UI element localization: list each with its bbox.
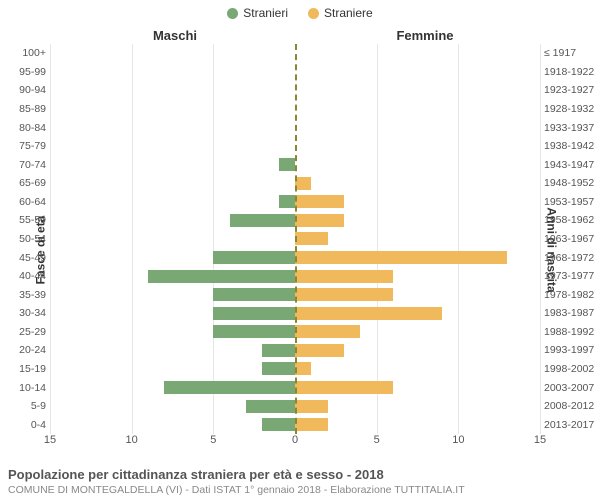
legend: Stranieri Straniere bbox=[0, 0, 600, 20]
bar-female bbox=[295, 307, 442, 320]
bar-female bbox=[295, 195, 344, 208]
chart-caption: Popolazione per cittadinanza straniera p… bbox=[8, 467, 592, 496]
age-label: 40-44 bbox=[19, 270, 50, 282]
bar-male bbox=[262, 418, 295, 431]
birth-year-label: 1973-1977 bbox=[540, 270, 594, 282]
age-label: 90-94 bbox=[19, 84, 50, 96]
age-label: 100+ bbox=[22, 47, 50, 59]
bar-male bbox=[213, 288, 295, 301]
bar-male bbox=[213, 307, 295, 320]
age-label: 65-69 bbox=[19, 177, 50, 189]
birth-year-label: 1918-1922 bbox=[540, 66, 594, 78]
bar-female bbox=[295, 288, 393, 301]
bar-male bbox=[230, 214, 295, 227]
bar-female bbox=[295, 418, 328, 431]
birth-year-label: 1978-1982 bbox=[540, 289, 594, 301]
legend-swatch-female bbox=[308, 8, 319, 19]
plot-area: 100+≤ 191795-991918-192290-941923-192785… bbox=[50, 44, 540, 434]
age-label: 30-34 bbox=[19, 307, 50, 319]
x-tick: 15 bbox=[534, 434, 546, 446]
birth-year-label: 1943-1947 bbox=[540, 159, 594, 171]
bar-female bbox=[295, 232, 328, 245]
bar-male bbox=[262, 344, 295, 357]
bar-female bbox=[295, 214, 344, 227]
age-label: 20-24 bbox=[19, 344, 50, 356]
birth-year-label: 1983-1987 bbox=[540, 307, 594, 319]
bar-male bbox=[279, 195, 295, 208]
age-label: 80-84 bbox=[19, 122, 50, 134]
birth-year-label: 1993-1997 bbox=[540, 344, 594, 356]
birth-year-label: 1968-1972 bbox=[540, 252, 594, 264]
x-tick: 10 bbox=[452, 434, 464, 446]
bar-female bbox=[295, 270, 393, 283]
x-tick: 15 bbox=[44, 434, 56, 446]
bar-male bbox=[279, 158, 295, 171]
caption-title: Popolazione per cittadinanza straniera p… bbox=[8, 467, 592, 482]
bar-female bbox=[295, 344, 344, 357]
age-label: 0-4 bbox=[31, 419, 50, 431]
caption-subtitle: COMUNE DI MONTEGALDELLA (VI) - Dati ISTA… bbox=[8, 484, 592, 496]
birth-year-label: 2013-2017 bbox=[540, 419, 594, 431]
legend-item-male: Stranieri bbox=[227, 6, 288, 20]
age-label: 85-89 bbox=[19, 103, 50, 115]
age-label: 70-74 bbox=[19, 159, 50, 171]
birth-year-label: 1923-1927 bbox=[540, 84, 594, 96]
age-label: 95-99 bbox=[19, 66, 50, 78]
bar-male bbox=[213, 325, 295, 338]
bar-male bbox=[213, 251, 295, 264]
population-pyramid-chart: Stranieri Straniere Maschi Femmine Fasce… bbox=[0, 0, 600, 500]
bar-male bbox=[148, 270, 295, 283]
age-label: 25-29 bbox=[19, 326, 50, 338]
x-tick: 10 bbox=[126, 434, 138, 446]
age-label: 75-79 bbox=[19, 140, 50, 152]
birth-year-label: 1938-1942 bbox=[540, 140, 594, 152]
x-tick: 5 bbox=[374, 434, 380, 446]
legend-label-male: Stranieri bbox=[243, 6, 288, 20]
column-headers: Maschi Femmine bbox=[0, 28, 600, 43]
birth-year-label: 1958-1962 bbox=[540, 214, 594, 226]
age-label: 60-64 bbox=[19, 196, 50, 208]
x-tick: 0 bbox=[292, 434, 298, 446]
header-female: Femmine bbox=[300, 28, 600, 43]
birth-year-label: 1933-1937 bbox=[540, 122, 594, 134]
bar-female bbox=[295, 400, 328, 413]
birth-year-label: ≤ 1917 bbox=[540, 47, 576, 59]
age-label: 45-49 bbox=[19, 252, 50, 264]
age-label: 50-54 bbox=[19, 233, 50, 245]
age-label: 15-19 bbox=[19, 363, 50, 375]
legend-label-female: Straniere bbox=[324, 6, 373, 20]
bar-female bbox=[295, 177, 311, 190]
bar-female bbox=[295, 325, 360, 338]
bar-male bbox=[262, 362, 295, 375]
x-tick: 5 bbox=[210, 434, 216, 446]
bar-female bbox=[295, 251, 507, 264]
center-axis-line bbox=[295, 44, 297, 434]
age-label: 55-59 bbox=[19, 214, 50, 226]
birth-year-label: 1998-2002 bbox=[540, 363, 594, 375]
age-label: 5-9 bbox=[31, 400, 50, 412]
birth-year-label: 2008-2012 bbox=[540, 400, 594, 412]
x-axis: 15105051015 bbox=[50, 434, 540, 450]
age-label: 35-39 bbox=[19, 289, 50, 301]
legend-item-female: Straniere bbox=[308, 6, 373, 20]
bar-male bbox=[164, 381, 295, 394]
birth-year-label: 1948-1952 bbox=[540, 177, 594, 189]
birth-year-label: 1963-1967 bbox=[540, 233, 594, 245]
age-label: 10-14 bbox=[19, 382, 50, 394]
bar-male bbox=[246, 400, 295, 413]
legend-swatch-male bbox=[227, 8, 238, 19]
birth-year-label: 1928-1932 bbox=[540, 103, 594, 115]
bar-female bbox=[295, 381, 393, 394]
header-male: Maschi bbox=[0, 28, 300, 43]
bar-female bbox=[295, 362, 311, 375]
birth-year-label: 1988-1992 bbox=[540, 326, 594, 338]
birth-year-label: 2003-2007 bbox=[540, 382, 594, 394]
birth-year-label: 1953-1957 bbox=[540, 196, 594, 208]
